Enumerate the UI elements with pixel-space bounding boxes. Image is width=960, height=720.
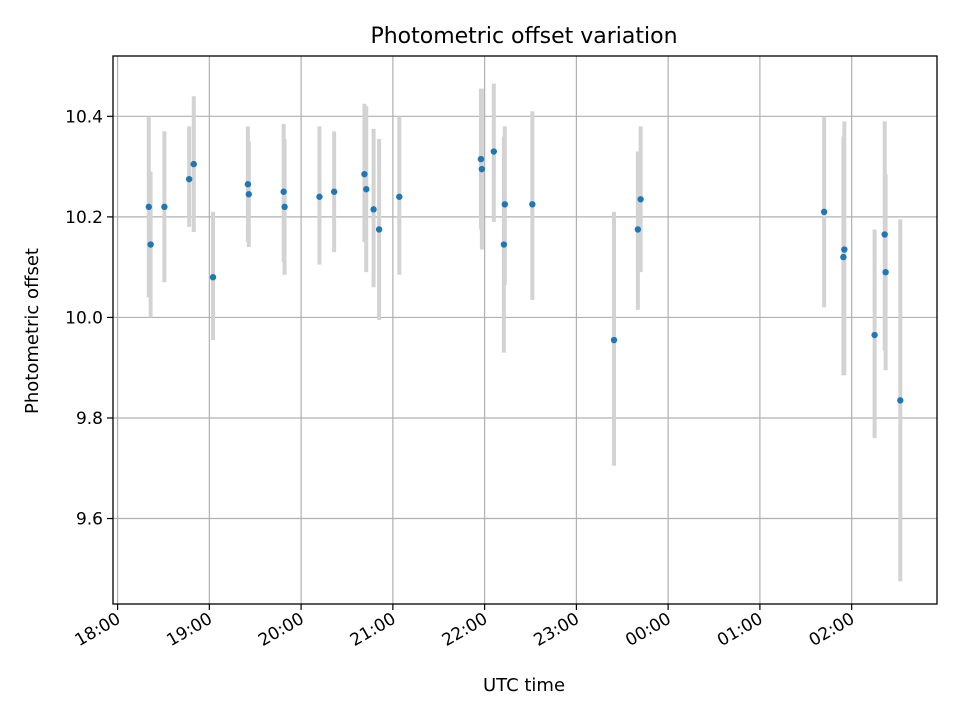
data-point <box>897 397 904 404</box>
data-point <box>840 253 847 261</box>
data-point <box>185 175 193 183</box>
data-point <box>361 170 368 178</box>
y-tick-label: 9.6 <box>76 510 103 530</box>
data-point <box>375 226 383 233</box>
x-tick-label: 23:00 <box>530 609 582 651</box>
data-point <box>209 274 217 281</box>
y-tick-label: 10.2 <box>65 208 103 228</box>
data-point <box>881 231 888 238</box>
data-point <box>190 160 197 168</box>
data-point <box>363 186 370 193</box>
grid <box>113 56 937 604</box>
data-point <box>490 148 498 155</box>
y-tick-label: 10.4 <box>65 107 103 127</box>
y-axis-ticks: 9.6 9.8 10.0 10.2 10.4 <box>65 107 113 530</box>
data-point <box>281 203 288 211</box>
plot-frame <box>112 55 938 605</box>
x-axis-ticks: 18:00 19:00 20:00 21:00 22:00 23:00 00:00 01:00… <box>72 604 858 651</box>
chart-title: Photometric offset variation <box>370 24 677 49</box>
x-tick-label: 20:00 <box>255 609 307 651</box>
data-point <box>634 226 642 233</box>
data-points <box>145 148 904 404</box>
data-point <box>610 336 618 344</box>
data-point <box>370 206 377 213</box>
data-point <box>529 201 536 208</box>
data-point <box>501 201 509 208</box>
x-tick-label: 01:00 <box>714 609 766 651</box>
data-point <box>147 241 154 248</box>
x-tick-label: 18:00 <box>72 609 124 651</box>
data-point <box>161 203 168 211</box>
data-point <box>330 188 338 195</box>
data-point <box>841 246 848 253</box>
data-point <box>245 191 253 198</box>
data-point <box>820 208 828 216</box>
data-point <box>500 241 508 248</box>
x-tick-label: 22:00 <box>439 609 491 651</box>
data-point <box>316 193 323 200</box>
x-tick-label: 02:00 <box>806 609 858 651</box>
y-axis-label: Photometric offset <box>22 248 43 414</box>
data-point <box>637 196 644 203</box>
y-tick-label: 10.0 <box>65 308 103 328</box>
data-point <box>396 193 403 200</box>
data-point <box>478 165 486 173</box>
x-axis-label: UTC time <box>483 675 565 696</box>
data-point <box>882 268 889 276</box>
data-point <box>145 203 152 211</box>
data-point <box>477 155 485 163</box>
y-tick-label: 9.8 <box>76 409 103 429</box>
data-point <box>244 181 252 188</box>
x-tick-label: 00:00 <box>622 609 674 651</box>
data-point <box>280 188 287 195</box>
data-point <box>871 331 878 339</box>
error-bars <box>146 83 903 582</box>
x-tick-label: 19:00 <box>163 609 215 651</box>
x-tick-label: 21:00 <box>347 609 399 651</box>
